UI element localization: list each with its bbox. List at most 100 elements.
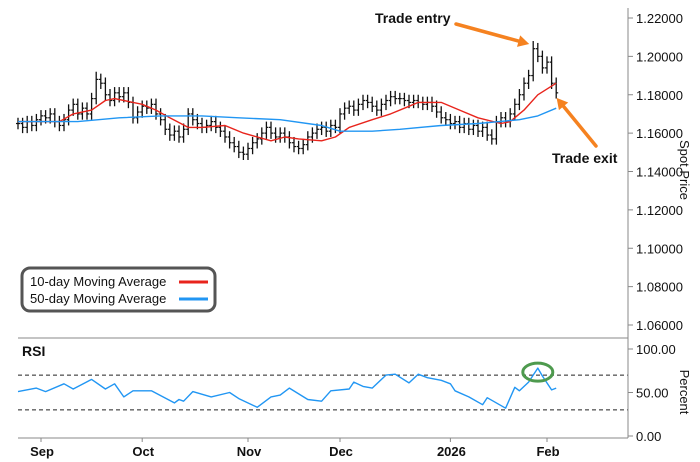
price-tick-label: 1.10000 xyxy=(636,241,683,256)
price-bar xyxy=(356,98,361,116)
rsi-tick-label: 0.00 xyxy=(636,429,661,444)
price-bar xyxy=(347,100,352,114)
price-bar xyxy=(25,115,30,134)
price-bar xyxy=(112,87,117,107)
price-tick-label: 1.20000 xyxy=(636,49,683,64)
axes: Spot Price Percent 1.22000 1.20000 1.18000… xyxy=(18,8,692,459)
rsi-highlight-circle xyxy=(521,361,555,383)
price-bar xyxy=(476,119,480,137)
price-bar xyxy=(282,127,287,143)
ma10-line xyxy=(18,82,557,142)
x-tick-label: Oct xyxy=(132,444,154,459)
price-bar xyxy=(301,138,306,155)
price-bar xyxy=(430,96,434,113)
price-tick-label: 1.08000 xyxy=(636,280,683,295)
price-bar xyxy=(526,69,531,89)
price-bar xyxy=(384,94,388,111)
price-axis-title: Spot Price xyxy=(677,140,692,200)
price-bar xyxy=(411,94,416,109)
price-bar xyxy=(227,131,232,149)
price-bar xyxy=(342,102,347,120)
price-bar xyxy=(213,115,218,134)
rsi-tick-label: 100.00 xyxy=(636,342,676,357)
trade-exit-label: Trade exit xyxy=(552,150,618,166)
price-bar xyxy=(172,125,177,141)
trade-entry-arrow xyxy=(454,22,530,47)
price-bar xyxy=(499,112,503,128)
price-bar xyxy=(319,121,324,136)
price-bar xyxy=(223,125,227,143)
price-bar xyxy=(278,127,283,143)
price-bar xyxy=(374,100,379,116)
x-tick-label: Dec xyxy=(329,444,353,459)
price-bar xyxy=(439,106,444,124)
trade-entry-arrow-head xyxy=(517,35,530,47)
price-bar xyxy=(494,115,499,145)
price-tick-label: 1.12000 xyxy=(636,203,683,218)
price-bar xyxy=(480,121,485,137)
rsi-axis-title: Percent xyxy=(677,370,692,415)
price-bar xyxy=(402,92,407,107)
price-bar xyxy=(209,115,214,132)
trade-entry-arrow-shaft xyxy=(454,22,521,43)
price-bar xyxy=(264,121,269,139)
price-bar xyxy=(296,140,301,155)
price-bar xyxy=(135,106,140,124)
price-bar xyxy=(292,136,296,153)
x-tick-label: 2026 xyxy=(437,444,466,459)
price-bar xyxy=(397,92,402,105)
price-bar xyxy=(540,50,545,74)
price-bar xyxy=(103,77,108,101)
legend-label-ma50: 50-day Moving Average xyxy=(30,291,166,306)
price-bar xyxy=(453,115,457,130)
price-bar xyxy=(71,98,76,116)
price-bar xyxy=(489,129,494,145)
price-bar xyxy=(531,41,536,82)
price-bar xyxy=(338,108,342,134)
price-bar xyxy=(393,90,398,105)
rsi-title: RSI xyxy=(22,343,45,359)
trade-entry-label: Trade entry xyxy=(375,10,451,26)
price-bar xyxy=(549,56,554,89)
price-bar xyxy=(140,100,145,118)
price-tick-label: 1.18000 xyxy=(636,88,683,103)
price-bar xyxy=(315,123,319,139)
price-bar xyxy=(517,88,522,111)
price-bar xyxy=(190,108,195,126)
trade-exit-arrow-shaft xyxy=(561,104,598,148)
trade-exit-arrow xyxy=(556,97,598,148)
price-tick-label: 1.16000 xyxy=(636,126,683,141)
legend-box xyxy=(20,266,217,313)
price-bar xyxy=(89,92,94,120)
price-bar xyxy=(485,121,490,141)
price-bar xyxy=(39,110,43,126)
price-bar xyxy=(522,77,526,101)
price-bar xyxy=(434,100,439,118)
price-bar xyxy=(163,113,168,136)
price-bar xyxy=(287,131,292,149)
price-bar xyxy=(94,71,99,105)
price-bar xyxy=(29,115,34,132)
rsi-line xyxy=(17,367,557,409)
price-bar xyxy=(250,136,255,155)
x-tick-label: Sep xyxy=(30,444,54,459)
price-bar xyxy=(324,121,329,137)
price-bar xyxy=(16,117,20,130)
price-bar xyxy=(57,115,62,132)
price-bar xyxy=(503,112,508,128)
price-bar xyxy=(200,117,204,134)
price-bar xyxy=(236,140,241,159)
x-tick-label: Nov xyxy=(237,444,262,459)
price-bar xyxy=(62,113,66,132)
price-tick-label: 1.22000 xyxy=(636,11,683,26)
price-bar xyxy=(333,119,338,134)
price-panel xyxy=(16,41,559,160)
price-bar xyxy=(108,88,112,107)
x-tick-label: Feb xyxy=(536,444,559,459)
price-bar xyxy=(508,108,513,128)
price-bar xyxy=(443,112,448,126)
price-bar xyxy=(75,98,80,120)
price-bar xyxy=(545,56,549,74)
price-bar xyxy=(131,96,135,124)
